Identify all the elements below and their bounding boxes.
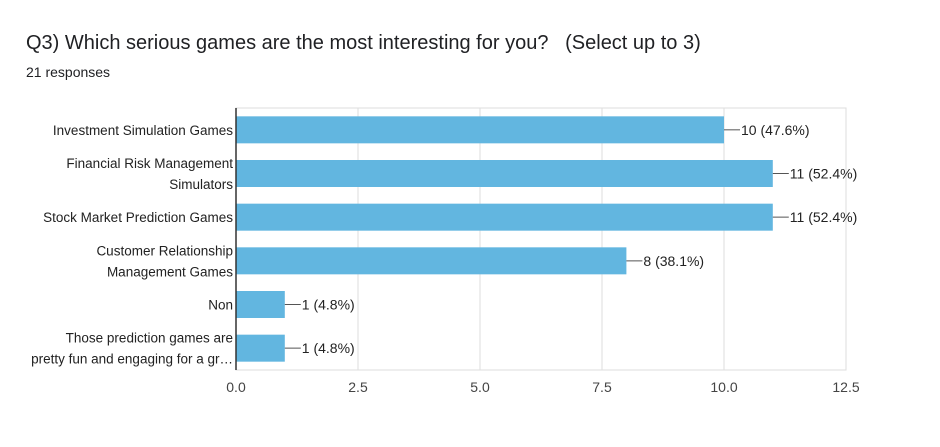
category-label: Financial Risk Management Simulators <box>66 156 233 192</box>
x-tick-label: 12.5 <box>832 379 859 395</box>
category-label-line: Non <box>208 298 233 313</box>
bar <box>236 116 724 144</box>
category-label-line: Those prediction games are <box>66 331 233 346</box>
category-label: Customer Relationship Management Games <box>96 243 233 279</box>
data-label: 1 (4.8%) <box>302 340 355 356</box>
x-tick-label: 0.0 <box>226 379 246 395</box>
x-tick-label: 7.5 <box>592 379 612 395</box>
category-label-line: Investment Simulation Games <box>53 123 233 138</box>
x-tick-label: 10.0 <box>710 379 737 395</box>
bar <box>236 160 773 187</box>
data-label: 8 (38.1%) <box>643 253 704 269</box>
category-label: Investment Simulation Games <box>53 123 233 138</box>
data-label: 11 (52.4%) <box>790 209 857 225</box>
category-label: Stock Market Prediction Games <box>43 210 233 225</box>
bar <box>236 291 285 318</box>
chart-title: Q3) Which serious games are the most int… <box>26 32 701 54</box>
x-tick-label: 5.0 <box>470 379 490 395</box>
data-label: 1 (4.8%) <box>302 297 355 313</box>
data-label: 11 (52.4%) <box>790 166 857 182</box>
x-tick-label: 2.5 <box>348 379 368 395</box>
category-label-line: pretty fun and engaging for a gr… <box>31 352 233 367</box>
category-label-line: Management Games <box>107 264 233 279</box>
category-label-line: Simulators <box>169 177 233 192</box>
bar <box>236 203 773 231</box>
plot-frame <box>235 107 847 371</box>
category-label-line: Stock Market Prediction Games <box>43 210 233 225</box>
bar <box>236 334 285 362</box>
category-label-line: Financial Risk Management <box>66 156 233 171</box>
category-label-line: Customer Relationship <box>96 243 233 258</box>
data-label: 10 (47.6%) <box>741 122 809 138</box>
bar <box>236 247 627 275</box>
category-label: Non <box>208 298 233 313</box>
category-label: Those prediction games are pretty fun and… <box>31 331 233 367</box>
response-count: 21 responses <box>26 64 111 80</box>
